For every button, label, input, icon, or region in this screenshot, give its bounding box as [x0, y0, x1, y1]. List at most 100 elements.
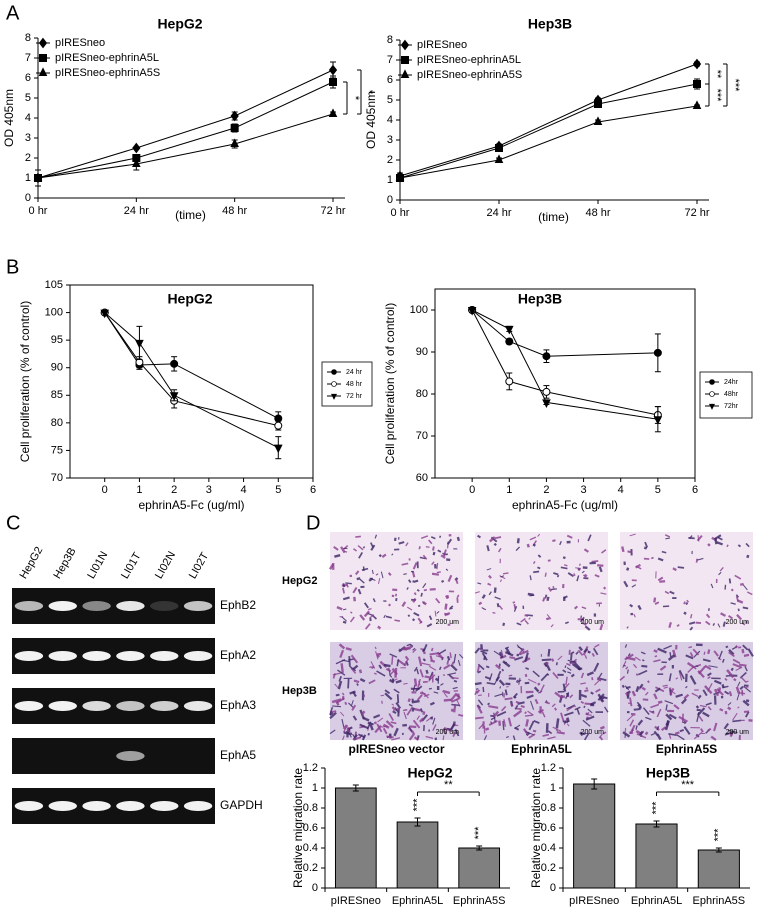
- cell: [351, 704, 357, 711]
- cell: [685, 685, 688, 689]
- cell: [570, 673, 575, 678]
- cell: [556, 574, 560, 578]
- cell: [496, 603, 500, 608]
- cell: [514, 724, 521, 730]
- cell: [532, 670, 540, 678]
- cell: [705, 613, 711, 619]
- cell: [650, 732, 656, 736]
- cell: [669, 652, 672, 658]
- y-tick-label: 3: [387, 134, 393, 146]
- cell: [586, 671, 594, 677]
- cell: [579, 731, 584, 737]
- marker: [709, 391, 715, 397]
- cell: [550, 588, 557, 591]
- cell: [713, 650, 719, 657]
- cell: [335, 701, 340, 706]
- cell: [352, 715, 358, 721]
- cell: [422, 583, 427, 589]
- cell: [704, 664, 712, 671]
- cell: [515, 700, 520, 704]
- significance: **: [711, 70, 723, 79]
- gene-label: EphB2: [220, 598, 256, 612]
- cell: [446, 594, 450, 599]
- lane-label: Hep3B: [51, 546, 78, 581]
- cell: [745, 542, 750, 548]
- y-tick-label: 90: [416, 346, 428, 358]
- cell: [428, 615, 433, 621]
- cell: [449, 692, 458, 702]
- cell: [497, 670, 502, 677]
- cell: [478, 601, 483, 606]
- cell: [419, 556, 426, 560]
- cell: [551, 703, 556, 708]
- cell: [342, 724, 348, 733]
- cell: [344, 701, 348, 706]
- cell: [456, 594, 460, 598]
- cell: [439, 535, 442, 538]
- cell: [477, 663, 485, 671]
- cell: [407, 698, 411, 703]
- cell: [590, 691, 594, 695]
- cell: [453, 653, 457, 664]
- plot-frame: [69, 284, 314, 479]
- cell: [421, 690, 429, 699]
- gel-band: [150, 701, 179, 711]
- cell: [370, 544, 376, 551]
- cell: [426, 623, 433, 628]
- cell: [675, 693, 683, 698]
- cell: [553, 572, 559, 576]
- cell: [580, 693, 588, 698]
- bar: [396, 821, 439, 889]
- cell: [538, 709, 544, 714]
- gel-band: [116, 801, 145, 811]
- y-tick-label: 5: [387, 94, 393, 106]
- lane-label: LI01T: [119, 550, 144, 581]
- cell: [516, 622, 522, 626]
- marker: [400, 39, 410, 51]
- cell: [598, 733, 603, 739]
- cell: [406, 643, 411, 647]
- cell: [346, 583, 349, 588]
- cell: [441, 579, 445, 583]
- cell: [641, 664, 648, 668]
- cell: [475, 716, 484, 720]
- cell: [429, 655, 433, 661]
- cell: [728, 691, 733, 697]
- cell: [566, 704, 576, 710]
- cell: [377, 625, 382, 630]
- cell: [719, 708, 724, 712]
- cell: [677, 566, 685, 569]
- cell: [742, 699, 750, 707]
- cell: [494, 536, 502, 540]
- cell: [389, 653, 398, 658]
- cell: [686, 599, 690, 603]
- cell: [673, 704, 680, 710]
- significance: ***: [711, 89, 723, 103]
- cell: [708, 665, 718, 668]
- cell: [391, 553, 394, 556]
- cell: [687, 666, 695, 673]
- cell: [626, 690, 631, 694]
- cell: [622, 731, 631, 738]
- cell: [566, 692, 570, 698]
- y-axis-label: OD 405nm: [2, 89, 16, 147]
- y-tick-label: 8: [387, 34, 393, 46]
- micrograph: [475, 532, 608, 630]
- cell: [634, 656, 641, 661]
- cell: [680, 698, 687, 705]
- cell: [372, 598, 376, 603]
- cell: [741, 622, 746, 626]
- cell: [475, 688, 479, 690]
- cell: [528, 617, 531, 620]
- cell: [537, 533, 541, 537]
- cell: [683, 726, 691, 735]
- cell: [377, 577, 381, 584]
- cell: [353, 548, 357, 552]
- cell: [571, 651, 575, 654]
- cell: [635, 685, 640, 693]
- cell: [565, 676, 568, 686]
- cell: [454, 577, 459, 581]
- cell: [488, 591, 492, 596]
- marker: [135, 339, 144, 349]
- cell: [524, 711, 527, 715]
